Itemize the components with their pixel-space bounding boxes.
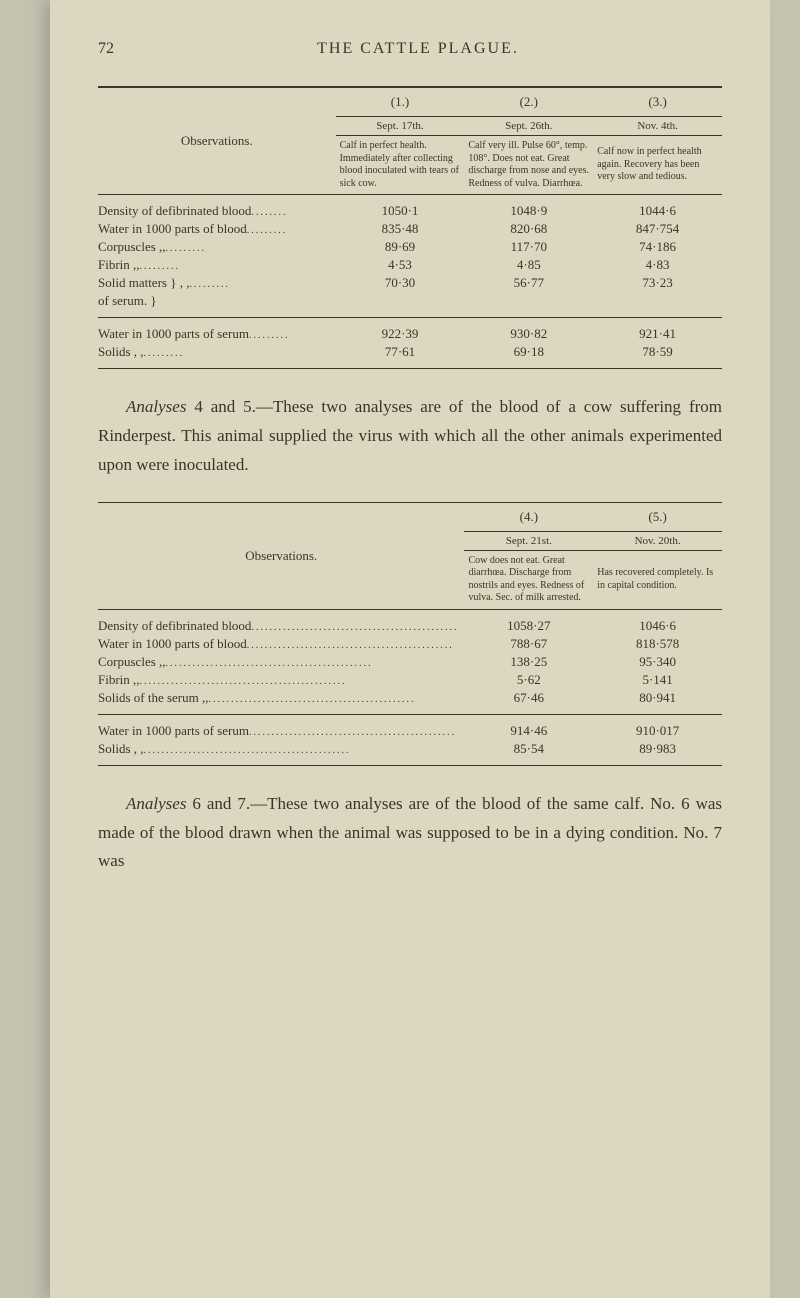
cell-value: 922·39 [336, 318, 465, 344]
row-label: Density of defibrinated blood ..........… [98, 609, 464, 635]
t2-col1-date: Sept. 21st. [464, 531, 593, 550]
cell-value: 788·67 [464, 635, 593, 653]
cell-value [464, 292, 593, 318]
paragraph-analyses-6-7: Analyses 6 and 7.—These two analyses are… [98, 790, 722, 877]
row-label: Solid matters } , , ......... [98, 274, 336, 292]
para2-lead-italic: Analyses [126, 794, 186, 813]
cell-value: 70·30 [336, 274, 465, 292]
cell-value: 818·578 [593, 635, 722, 653]
table-row: Fibrin ,, .........4·534·854·83 [98, 256, 722, 274]
cell-value: 74·186 [593, 238, 722, 256]
cell-value [336, 292, 465, 318]
cell-value: 78·59 [593, 343, 722, 369]
page-header: 72 THE CATTLE PLAGUE. [98, 40, 722, 86]
cell-value: 69·18 [464, 343, 593, 369]
table-row: Water in 1000 parts of serum ...........… [98, 714, 722, 740]
table-row: Density of defibrinated blood ..........… [98, 609, 722, 635]
row-label: Corpuscles ,, ......... [98, 238, 336, 256]
row-label: Water in 1000 parts of serum ...........… [98, 714, 464, 740]
cell-value: 5·141 [593, 671, 722, 689]
cell-value: 56·77 [464, 274, 593, 292]
analyses-table-2: Observations. (4.) (5.) Sept. 21st. Nov.… [98, 502, 722, 766]
para2-lead-rest: 6 and 7. [186, 794, 250, 813]
cell-value: 847·754 [593, 220, 722, 238]
cell-value: 95·340 [593, 653, 722, 671]
row-label: Density of defibrinated blood........ [98, 195, 336, 221]
row-label: Fibrin ,, ......... [98, 256, 336, 274]
row-label: Water in 1000 parts of blood......... [98, 220, 336, 238]
cell-value: 910·017 [593, 714, 722, 740]
cell-value: 1050·1 [336, 195, 465, 221]
page-container: 72 THE CATTLE PLAGUE. Observations. (1.)… [50, 0, 770, 1298]
cell-value: 921·41 [593, 318, 722, 344]
row-label: Solids , , .............................… [98, 740, 464, 766]
table-row: Solids , , .............................… [98, 740, 722, 766]
row-label: Water in 1000 parts of serum......... [98, 318, 336, 344]
row-label: Fibrin ,, ..............................… [98, 671, 464, 689]
cell-value: 914·46 [464, 714, 593, 740]
t2-col2-num: (5.) [593, 502, 722, 531]
t2-col2-desc: Has recovered completely. Is in capital … [593, 550, 722, 609]
cell-value: 5·62 [464, 671, 593, 689]
cell-value: 820·68 [464, 220, 593, 238]
table-row: Water in 1000 parts of blood.........835… [98, 220, 722, 238]
col2-num: (2.) [464, 88, 593, 117]
row-label: Solids , , ......... [98, 343, 336, 369]
cell-value: 1046·6 [593, 609, 722, 635]
cell-value: 89·983 [593, 740, 722, 766]
col2-date: Sept. 26th. [464, 117, 593, 136]
col1-date: Sept. 17th. [336, 117, 465, 136]
cell-value: 930·82 [464, 318, 593, 344]
table-row: Density of defibrinated blood........105… [98, 195, 722, 221]
cell-value: 80·941 [593, 689, 722, 715]
col1-num: (1.) [336, 88, 465, 117]
t2-col1-num: (4.) [464, 502, 593, 531]
col3-desc: Calf now in perfect health again. Recove… [593, 136, 722, 195]
para1-lead-italic: Analyses [126, 397, 186, 416]
cell-value: 1048·9 [464, 195, 593, 221]
cell-value: 4·53 [336, 256, 465, 274]
cell-value [593, 292, 722, 318]
cell-value: 4·85 [464, 256, 593, 274]
cell-value: 89·69 [336, 238, 465, 256]
obs-header-1: Observations. [98, 88, 336, 195]
col1-desc: Calf in perfect health. Immediately afte… [336, 136, 465, 195]
table-row: Fibrin ,, ..............................… [98, 671, 722, 689]
table-row: Solid matters } , , .........70·3056·777… [98, 274, 722, 292]
t2-col1-desc: Cow does not eat. Great diarrhœa. Discha… [464, 550, 593, 609]
col3-date: Nov. 4th. [593, 117, 722, 136]
col3-num: (3.) [593, 88, 722, 117]
cell-value: 85·54 [464, 740, 593, 766]
table-row: Corpuscles ,, ..........................… [98, 653, 722, 671]
table-row: Water in 1000 parts of blood ...........… [98, 635, 722, 653]
cell-value: 73·23 [593, 274, 722, 292]
cell-value: 1058·27 [464, 609, 593, 635]
page-number: 72 [98, 40, 114, 58]
cell-value: 1044·6 [593, 195, 722, 221]
cell-value: 77·61 [336, 343, 465, 369]
cell-value: 835·48 [336, 220, 465, 238]
cell-value: 67·46 [464, 689, 593, 715]
t2-col2-date: Nov. 20th. [593, 531, 722, 550]
table-row: Corpuscles ,, .........89·69117·7074·186 [98, 238, 722, 256]
table-row: Solids , , .........77·6169·1878·59 [98, 343, 722, 369]
paragraph-analyses-4-5: Analyses 4 and 5.—These two analyses are… [98, 393, 722, 480]
table-row: of serum. } [98, 292, 722, 318]
row-label: of serum. } [98, 292, 336, 318]
row-label: Solids of the serum ,, .................… [98, 689, 464, 715]
row-label: Water in 1000 parts of blood ...........… [98, 635, 464, 653]
page-title: THE CATTLE PLAGUE. [114, 40, 722, 58]
row-label: Corpuscles ,, ..........................… [98, 653, 464, 671]
table-row: Solids of the serum ,, .................… [98, 689, 722, 715]
obs-header-2: Observations. [98, 502, 464, 609]
para1-lead-rest: 4 and 5. [186, 397, 255, 416]
cell-value: 117·70 [464, 238, 593, 256]
cell-value: 4·83 [593, 256, 722, 274]
cell-value: 138·25 [464, 653, 593, 671]
table-row: Water in 1000 parts of serum.........922… [98, 318, 722, 344]
analyses-table-1: Observations. (1.) (2.) (3.) Sept. 17th.… [98, 87, 722, 369]
col2-desc: Calf very ill. Pulse 60°, temp. 108°. Do… [464, 136, 593, 195]
